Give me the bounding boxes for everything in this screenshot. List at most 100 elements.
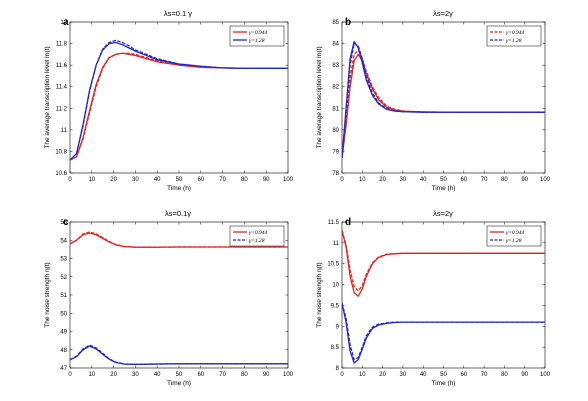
x-tick-label: 80: [241, 372, 248, 378]
series-line-blue-solid: [342, 40, 545, 158]
y-axis-label: The noise strength η(t): [316, 262, 323, 327]
y-tick-label: 81: [332, 106, 339, 112]
x-tick-label: 100: [283, 177, 294, 183]
panel-letter: a: [63, 17, 69, 28]
x-axis-label: Time (h): [432, 380, 456, 387]
x-tick-label: 50: [176, 177, 183, 183]
y-axis-label: The average transcription level m(t): [44, 46, 51, 148]
x-tick-label: 90: [263, 372, 270, 378]
x-tick-label: 80: [501, 177, 508, 183]
y-tick-label: 11: [333, 241, 340, 247]
panel-letter: b: [345, 17, 351, 28]
y-tick-label: 10.6: [55, 171, 67, 177]
series-line-red-dashed: [342, 49, 545, 158]
legend-box: [229, 225, 285, 247]
legend-entry: γ=0.944: [506, 29, 525, 36]
y-tick-label: 49: [60, 330, 67, 336]
plot-area: [341, 221, 546, 369]
y-tick-label: 9: [336, 324, 340, 330]
x-axis-label: Time (h): [432, 185, 456, 192]
y-tick-label: 8: [336, 366, 340, 372]
y-tick-label: 82: [332, 85, 339, 91]
panel-letter: d: [345, 217, 351, 228]
x-tick-label: 30: [132, 177, 139, 183]
x-tick-label: 0: [340, 177, 344, 183]
y-tick-label: 10.5: [327, 262, 339, 268]
x-tick-label: 100: [540, 177, 551, 183]
y-tick-label: 9.5: [331, 303, 340, 309]
panel-a: 0 10 20 30 40 50 60 70 80 90 100 10.6 10.8 11 11.2 11.4…: [44, 9, 294, 192]
x-tick-label: 10: [88, 177, 95, 183]
x-axis-label: Time (h): [167, 380, 191, 387]
series-line-red-dashed: [70, 231, 288, 248]
legend-entry: γ=1.28: [506, 38, 522, 44]
y-tick-label: 51: [60, 293, 67, 299]
legend-entry: γ=0.944: [249, 29, 268, 36]
x-tick-label: 80: [241, 177, 248, 183]
y-tick-label: 85: [332, 20, 339, 26]
panel-c: 0 10 20 30 40 50 60 70 80 90 100 47 48 49 50 51 52 53 54 55…: [44, 209, 294, 387]
y-tick-label: 55: [60, 220, 67, 226]
x-tick-label: 30: [400, 372, 407, 378]
chart-title: λs=2γ: [433, 9, 453, 18]
y-tick-label: 53: [60, 257, 67, 263]
x-tick-label: 70: [219, 372, 226, 378]
chart-title: λs=0.1γ: [165, 209, 191, 218]
legend-entry: γ=0.944: [249, 229, 268, 236]
x-tick-label: 10: [88, 372, 95, 378]
y-tick-label: 11.2: [56, 106, 68, 112]
x-tick-label: 20: [379, 372, 386, 378]
x-tick-label: 50: [176, 372, 183, 378]
x-axis-label: Time (h): [167, 185, 191, 192]
x-tick-label: 10: [359, 177, 366, 183]
chart-title: λs=2γ: [433, 209, 453, 218]
legend-box: [486, 25, 542, 47]
y-axis-label: The average transcription level m(t): [316, 46, 323, 148]
y-tick-label: 80: [332, 128, 339, 134]
y-tick-label: 54: [60, 238, 67, 244]
x-tick-label: 20: [379, 177, 386, 183]
y-tick-label: 10.8: [55, 149, 67, 155]
y-tick-label: 78: [332, 171, 339, 177]
y-tick-label: 83: [332, 63, 339, 69]
x-tick-label: 40: [154, 177, 161, 183]
legend-entry: γ=0.944: [506, 229, 525, 236]
legend-entry: γ=1.28: [249, 238, 265, 244]
x-tick-label: 100: [283, 372, 294, 378]
y-tick-label: 79: [332, 149, 339, 155]
x-tick-label: 90: [263, 177, 270, 183]
series-line-blue-solid: [342, 303, 545, 364]
x-tick-label: 90: [521, 177, 528, 183]
series-line-blue-dashed: [70, 39, 288, 161]
x-tick-label: 70: [481, 177, 488, 183]
legend-entry: γ=1.28: [506, 238, 522, 244]
x-tick-label: 60: [460, 177, 467, 183]
chart-title: λs=0.1 γ: [164, 9, 192, 18]
legend-box: [229, 25, 285, 47]
x-tick-label: 70: [219, 177, 226, 183]
x-tick-label: 30: [132, 372, 139, 378]
x-tick-label: 40: [154, 372, 161, 378]
series-line-blue-solid: [70, 345, 288, 365]
legend: γ=0.944 γ=1.28: [229, 225, 285, 247]
y-tick-label: 48: [60, 348, 67, 354]
x-tick-label: 0: [68, 372, 72, 378]
legend-entry: γ=1.28: [249, 38, 265, 44]
x-tick-label: 60: [460, 372, 467, 378]
legend: γ=0.944 γ=1.28: [486, 25, 542, 47]
x-tick-label: 80: [501, 372, 508, 378]
x-tick-label: 100: [540, 372, 551, 378]
x-tick-label: 0: [68, 177, 72, 183]
x-tick-label: 70: [481, 372, 488, 378]
x-tick-label: 10: [359, 372, 366, 378]
x-tick-label: 90: [521, 372, 528, 378]
y-tick-label: 12: [60, 20, 67, 26]
x-tick-label: 40: [420, 177, 427, 183]
panel-b: 0 10 20 30 40 50 60 70 80 90 100 78 79 80 81 82 83 84 85 Ti…: [316, 9, 551, 192]
x-tick-label: 40: [420, 372, 427, 378]
x-tick-label: 60: [197, 372, 204, 378]
y-tick-label: 10: [332, 283, 339, 289]
x-tick-label: 50: [440, 372, 447, 378]
panel-d: 0 10 20 30 40 50 60 70 80 90 100 8 8.5 9 9.5 10 10.5 11 11…: [316, 209, 551, 387]
